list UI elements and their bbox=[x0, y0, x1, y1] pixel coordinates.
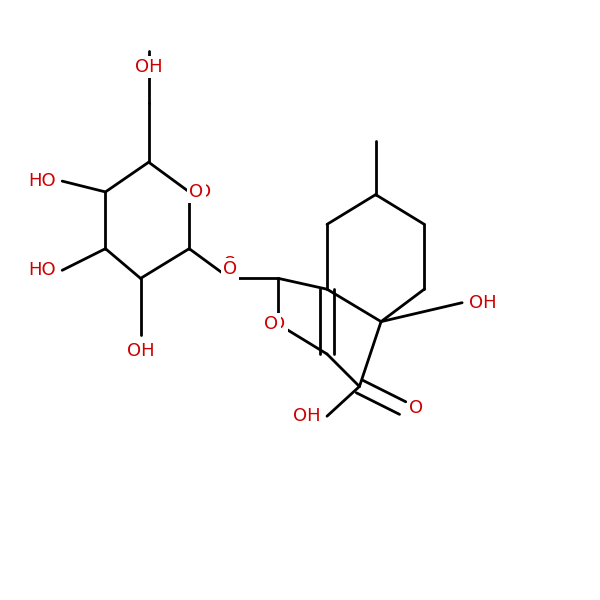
Text: O: O bbox=[223, 255, 237, 273]
Text: OH: OH bbox=[293, 407, 320, 425]
Text: O: O bbox=[189, 183, 203, 201]
Text: O: O bbox=[409, 399, 423, 417]
Text: O: O bbox=[264, 316, 278, 334]
Text: O: O bbox=[223, 260, 237, 278]
Text: O: O bbox=[271, 316, 286, 334]
Text: HO: HO bbox=[28, 172, 56, 190]
Text: HO: HO bbox=[28, 261, 56, 279]
Text: OH: OH bbox=[135, 58, 163, 76]
Text: OH: OH bbox=[127, 341, 154, 359]
Text: O: O bbox=[197, 183, 211, 201]
Text: OH: OH bbox=[469, 294, 496, 312]
